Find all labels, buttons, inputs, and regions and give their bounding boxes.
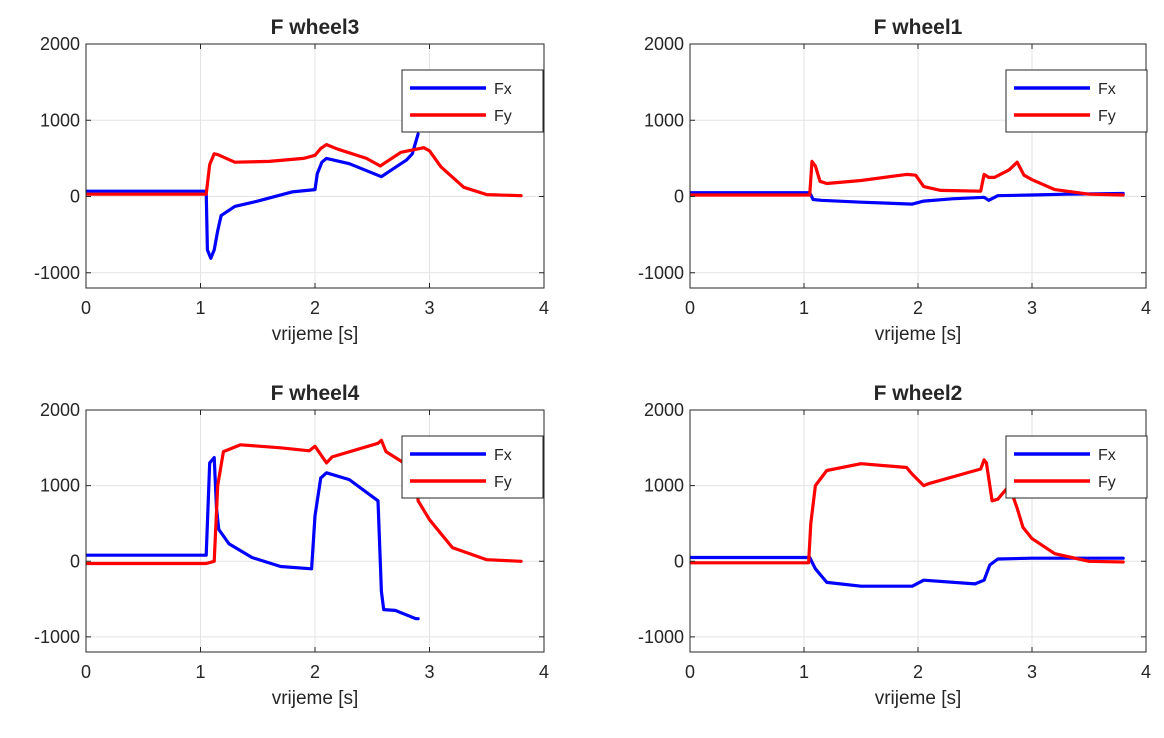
x-tick-label: 1 bbox=[799, 662, 809, 682]
x-tick-label: 3 bbox=[1027, 298, 1037, 318]
legend-box bbox=[401, 435, 544, 499]
legend-label-fx: Fx bbox=[1098, 81, 1116, 98]
x-tick-label: 0 bbox=[81, 298, 91, 318]
x-tick-label: 1 bbox=[799, 298, 809, 318]
x-tick-label: 3 bbox=[1027, 662, 1037, 682]
x-tick-label: 3 bbox=[424, 298, 434, 318]
y-tick-label: 1000 bbox=[40, 476, 80, 496]
x-axis-label: vrijeme [s] bbox=[875, 324, 962, 345]
x-tick-label: 4 bbox=[539, 662, 549, 682]
y-tick-label: 1000 bbox=[644, 110, 684, 130]
legend-label-fx: Fx bbox=[494, 447, 512, 464]
series-line-fy bbox=[690, 159, 1125, 197]
series-line-fx bbox=[690, 191, 1125, 206]
chart-title: F wheel2 bbox=[874, 382, 963, 405]
legend-label-fy: Fy bbox=[494, 108, 512, 125]
legend: Fx Fy bbox=[401, 69, 544, 133]
x-tick-label: 2 bbox=[310, 298, 320, 318]
legend-label-fy: Fy bbox=[494, 474, 512, 491]
series-line-fy bbox=[690, 458, 1125, 565]
x-tick-label: 4 bbox=[1141, 662, 1151, 682]
y-tick-label: -1000 bbox=[34, 263, 80, 283]
x-tick-label: 4 bbox=[539, 298, 549, 318]
y-tick-label: 2000 bbox=[40, 34, 80, 54]
x-axis-label: vrijeme [s] bbox=[272, 688, 359, 709]
series-line-fx bbox=[690, 555, 1125, 588]
y-tick-label: -1000 bbox=[34, 627, 80, 647]
y-tick-label: 0 bbox=[70, 187, 80, 207]
y-tick-label: 1000 bbox=[40, 110, 80, 130]
y-tick-label: 0 bbox=[70, 551, 80, 571]
y-tick-label: -1000 bbox=[638, 627, 684, 647]
legend-label-fx: Fx bbox=[494, 81, 512, 98]
legend-label-fx: Fx bbox=[1098, 447, 1116, 464]
series-line-fy bbox=[86, 438, 523, 566]
legend: Fx Fy bbox=[1005, 69, 1148, 133]
x-tick-label: 4 bbox=[1141, 298, 1151, 318]
legend: Fx Fy bbox=[401, 435, 544, 499]
chart-title: F wheel1 bbox=[874, 16, 963, 39]
x-tick-label: 1 bbox=[195, 298, 205, 318]
x-tick-label: 0 bbox=[81, 662, 91, 682]
chart-title: F wheel4 bbox=[271, 382, 360, 405]
y-tick-label: 0 bbox=[674, 187, 684, 207]
x-tick-label: 1 bbox=[195, 662, 205, 682]
x-tick-label: 2 bbox=[310, 662, 320, 682]
x-tick-label: 3 bbox=[424, 662, 434, 682]
legend: Fx Fy bbox=[1005, 435, 1148, 499]
x-axis-label: vrijeme [s] bbox=[272, 324, 359, 345]
y-tick-label: 2000 bbox=[644, 34, 684, 54]
y-tick-label: 2000 bbox=[644, 400, 684, 420]
x-tick-label: 0 bbox=[685, 298, 695, 318]
series-line-fx bbox=[86, 456, 420, 621]
x-tick-label: 2 bbox=[913, 662, 923, 682]
x-tick-label: 0 bbox=[685, 662, 695, 682]
y-tick-label: -1000 bbox=[638, 263, 684, 283]
legend-box bbox=[401, 69, 544, 133]
chart-title: F wheel3 bbox=[271, 16, 360, 39]
y-tick-label: 0 bbox=[674, 551, 684, 571]
x-tick-label: 2 bbox=[913, 298, 923, 318]
y-tick-label: 1000 bbox=[644, 476, 684, 496]
y-tick-label: 2000 bbox=[40, 400, 80, 420]
legend-label-fy: Fy bbox=[1098, 108, 1116, 125]
legend-label-fy: Fy bbox=[1098, 474, 1116, 491]
series-line-fx bbox=[86, 132, 420, 260]
legend-box bbox=[1005, 435, 1148, 499]
x-axis-label: vrijeme [s] bbox=[875, 688, 962, 709]
series-line-fy bbox=[86, 143, 523, 198]
legend-box bbox=[1005, 69, 1148, 133]
